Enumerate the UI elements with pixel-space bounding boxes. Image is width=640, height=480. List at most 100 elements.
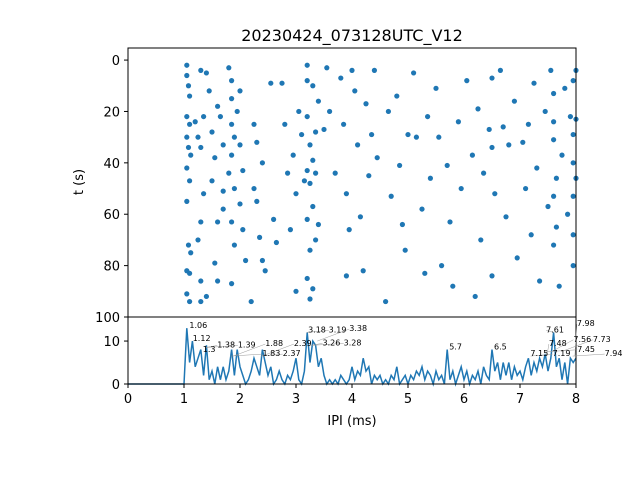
scatter-point <box>523 185 529 192</box>
scatter-point <box>388 193 394 199</box>
annotation-label: 3.28 <box>344 338 362 347</box>
annotation-label: 3.18 <box>308 325 326 334</box>
scatter-point <box>394 93 400 99</box>
scatter-point <box>360 268 366 274</box>
annotation-label: 5.7 <box>449 343 462 352</box>
scatter-point <box>268 80 274 86</box>
scatter-point <box>469 152 475 158</box>
scatter-point <box>369 131 375 138</box>
scatter-point <box>226 65 232 71</box>
scatter-point <box>293 191 299 197</box>
scatter-point <box>489 273 495 279</box>
annotation-leader-line <box>261 343 294 357</box>
scatter-point <box>185 83 192 89</box>
scatter-point <box>229 152 235 158</box>
scatter-point <box>259 257 265 264</box>
histogram-line <box>128 328 577 387</box>
scatter-point <box>570 232 576 238</box>
scatter-point <box>405 131 411 138</box>
scatter-point <box>220 188 226 194</box>
scatter-point <box>346 227 352 233</box>
annotation-label: 1.3 <box>203 345 216 354</box>
annotation-leader-line <box>546 344 550 357</box>
chart-title: 20230424_073128UTC_V12 <box>241 26 463 46</box>
scatter-point <box>545 203 551 210</box>
scatter-point <box>411 70 417 76</box>
scatter-point <box>195 134 201 140</box>
scatter-point <box>184 72 190 79</box>
scatter-point <box>321 126 327 133</box>
scatter-point <box>399 221 405 228</box>
scatter-point <box>439 263 445 269</box>
scatter-point <box>450 283 456 289</box>
scatter-point <box>185 144 192 151</box>
scatter-point <box>188 250 194 256</box>
scatter-point <box>273 239 279 246</box>
scatter-point <box>363 101 369 107</box>
annotation-label: 7.73 <box>593 335 611 344</box>
scatter-point <box>237 142 243 148</box>
scatter-point <box>198 219 204 225</box>
scatter-point <box>259 160 265 166</box>
scatter-point <box>528 232 534 238</box>
scatter-point <box>215 219 221 225</box>
scatter-point <box>299 131 305 138</box>
scatter-point <box>506 142 512 148</box>
scatter-point <box>570 78 576 84</box>
y-tick-label: 0 <box>112 378 120 393</box>
annotation-label: 3.38 <box>349 324 367 333</box>
scatter-point <box>203 293 209 300</box>
annotation-leader-line <box>260 353 283 357</box>
y-tick-label: 20 <box>103 105 120 120</box>
scatter-point <box>425 113 431 120</box>
scatter-point <box>565 211 571 217</box>
scatter-point <box>310 203 316 210</box>
scatter-point <box>251 121 257 127</box>
annotation-leader-line <box>317 328 350 342</box>
scatter-point <box>243 257 249 264</box>
scatter-point <box>497 67 503 73</box>
scatter-point <box>366 173 372 179</box>
scatter-point <box>215 278 221 284</box>
scatter-point <box>315 98 321 104</box>
annotation-leader-line <box>551 339 574 353</box>
scatter-point <box>203 70 209 76</box>
scatter-point <box>184 134 190 140</box>
scatter-point <box>313 129 319 135</box>
y-tick-label: 0 <box>112 54 120 69</box>
scatter-point <box>383 298 389 305</box>
scatter-point <box>315 221 321 228</box>
y-tick-label: 100 <box>95 311 120 326</box>
annotation-label: 3.19 <box>329 325 347 334</box>
scatter-point <box>220 206 226 212</box>
scatter-point <box>553 175 560 181</box>
scatter-point <box>551 90 557 97</box>
annotation-leader-line <box>306 330 329 333</box>
scatter-point <box>307 142 313 148</box>
x-tick-label: 3 <box>292 392 300 407</box>
annotation-leader-line <box>230 353 263 357</box>
scatter-point <box>184 113 190 120</box>
scatter-point <box>198 144 204 151</box>
scatter-point <box>209 129 215 135</box>
scatter-point <box>570 193 576 199</box>
scatter-point <box>349 67 355 73</box>
scatter-point <box>542 108 548 115</box>
scatter-point <box>553 224 560 230</box>
annotation-label: 7.98 <box>577 319 595 328</box>
annotation-leader-line <box>310 343 323 346</box>
scatter-point <box>310 157 316 163</box>
scatter-point <box>240 227 246 233</box>
annotation-label: 1.88 <box>265 339 283 348</box>
scatter-point <box>531 80 537 86</box>
scatter-point <box>304 275 310 282</box>
annotation-label: 2.39 <box>294 339 312 348</box>
scatter-point <box>489 75 495 81</box>
scatter-point <box>313 170 319 176</box>
scatter-point <box>187 298 193 305</box>
scatter-point <box>184 291 190 297</box>
scatter-point <box>464 78 470 84</box>
scatter-point <box>475 106 481 112</box>
